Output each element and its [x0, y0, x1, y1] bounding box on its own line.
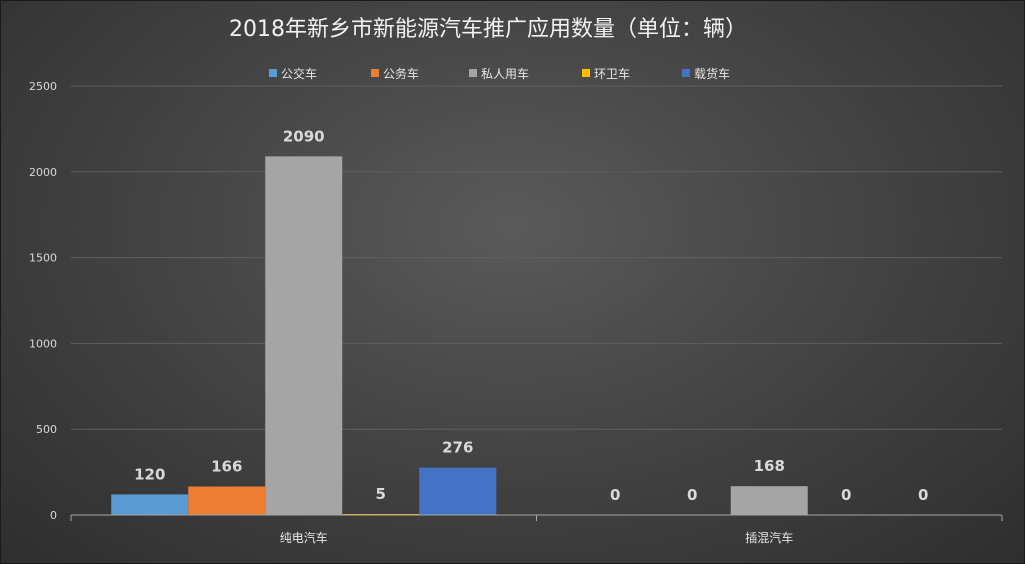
bars: 120 166 2090 5 276 0 0 168 0 0: [111, 127, 928, 515]
bar: [265, 156, 343, 515]
legend-label: 环卫车: [594, 66, 630, 81]
data-label: 168: [754, 457, 785, 475]
legend-swatch: [682, 69, 690, 77]
bar: [419, 467, 497, 515]
data-label: 5: [376, 485, 386, 503]
data-label: 276: [442, 439, 473, 457]
y-tick-label: 1500: [29, 252, 57, 265]
data-label: 166: [211, 458, 242, 476]
data-label: 0: [610, 486, 620, 504]
gridlines: [71, 85, 1002, 430]
y-tick-label: 2500: [29, 80, 57, 93]
data-label: 0: [841, 486, 851, 504]
legend-swatch: [469, 69, 477, 77]
bar: [111, 494, 189, 515]
data-label: 0: [687, 486, 697, 504]
chart-title: 2018年新乡市新能源汽车推广应用数量（单位：辆）: [229, 17, 747, 42]
legend-swatch: [582, 69, 590, 77]
bar: [730, 486, 808, 515]
legend-swatch: [371, 69, 379, 77]
legend-label: 公交车: [281, 66, 317, 81]
legend-label: 公务车: [383, 66, 419, 81]
y-tick-label: 500: [36, 423, 57, 436]
legend-label: 载货车: [694, 66, 730, 81]
data-label: 2090: [283, 127, 325, 145]
x-category-label: 插混汽车: [745, 530, 793, 545]
legend-swatch: [269, 69, 277, 77]
legend: 公交车 公务车 私人用车 环卫车 载货车: [269, 66, 730, 81]
data-label: 0: [918, 486, 928, 504]
legend-label: 私人用车: [481, 66, 529, 81]
data-label: 120: [134, 465, 165, 483]
y-tick-label: 0: [50, 509, 57, 522]
y-tick-label: 2000: [29, 166, 57, 179]
y-tick-label: 1000: [29, 337, 57, 350]
x-category-label: 纯电汽车: [280, 530, 328, 545]
bar: [188, 486, 266, 515]
